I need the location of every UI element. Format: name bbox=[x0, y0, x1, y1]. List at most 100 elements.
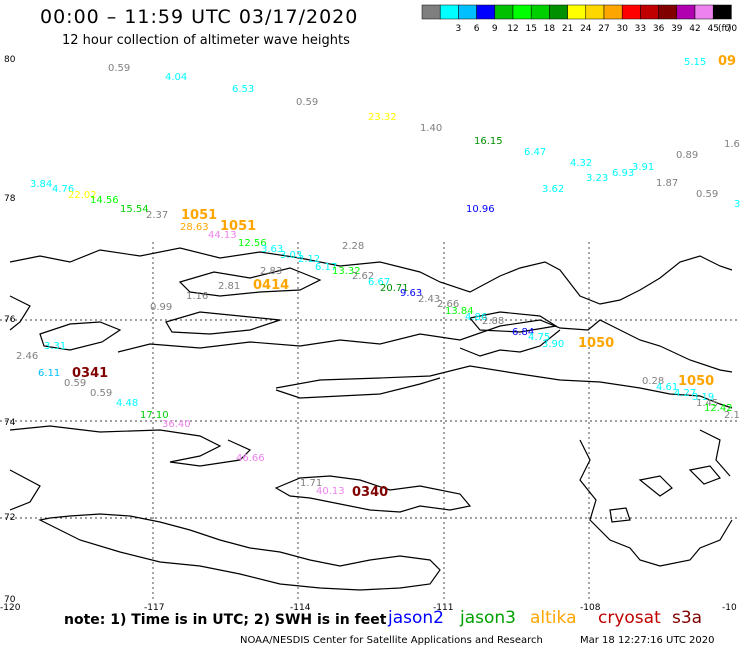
mainland-coast bbox=[9, 469, 41, 511]
legend-tick-label: 33 bbox=[635, 24, 646, 34]
wave-height-label: 12.56 bbox=[238, 238, 267, 249]
wave-height-label: 4.76 bbox=[52, 184, 74, 195]
wave-height-label: 6.84 bbox=[512, 327, 534, 338]
wave-height-label: 0340 bbox=[352, 485, 388, 500]
wave-height-label: 0.28 bbox=[642, 376, 664, 387]
legend-tick-label: 15 bbox=[525, 24, 536, 34]
legend-tick-label: 24 bbox=[580, 24, 592, 34]
wave-height-label: 0.59 bbox=[696, 189, 718, 200]
wave-height-label: 6.93 bbox=[612, 168, 634, 179]
peninsula-south bbox=[274, 475, 472, 513]
lon-label: -120 bbox=[0, 603, 21, 613]
wave-height-label: 3 bbox=[734, 199, 740, 210]
lat-label: 74 bbox=[4, 418, 16, 428]
wave-height-label: 2.37 bbox=[146, 210, 168, 221]
lon-label: -111 bbox=[433, 603, 453, 613]
wave-height-label: 3.19 bbox=[692, 392, 714, 403]
lat-label: 76 bbox=[4, 315, 16, 325]
axis-labels: 80 78 76 74 72 70-120 -117 -114 -111 -108 -10 bbox=[0, 55, 737, 613]
wave-height-label: 5.15 bbox=[684, 57, 706, 68]
inlet-central bbox=[165, 311, 281, 335]
wave-height-label: 0.59 bbox=[296, 97, 318, 108]
mainland-north bbox=[9, 425, 252, 467]
central-landmass bbox=[117, 319, 733, 373]
wave-height-label: 3.03 bbox=[280, 250, 302, 261]
color-legend: 3 6 9 12 15 18 21 24 27 30 33 36 39 42 45 70(ft) bbox=[421, 4, 738, 34]
page-title: 00:00 – 11:59 UTC 03/17/2020 bbox=[40, 6, 359, 28]
legend-tick-label: 70 bbox=[726, 24, 738, 34]
legend-tick-label: 18 bbox=[544, 24, 556, 34]
wave-height-label: 1.45 bbox=[696, 398, 718, 409]
wave-height-label: 0.99 bbox=[150, 302, 172, 313]
bay-east bbox=[459, 329, 561, 357]
wave-height-label: 12.42 bbox=[704, 403, 733, 414]
wave-height-label: 3.91 bbox=[632, 162, 654, 173]
legend-tick-label: 12 bbox=[507, 24, 518, 34]
wave-height-label: 0.59 bbox=[90, 388, 112, 399]
wave-height-label: 1051 bbox=[181, 208, 217, 223]
legend-swatch-16 bbox=[712, 4, 732, 20]
wave-height-label: 1.40 bbox=[420, 123, 442, 134]
wave-height-label: 16.15 bbox=[474, 136, 503, 147]
wave-height-label: 6.53 bbox=[232, 84, 254, 95]
wave-height-label: 4.61 bbox=[656, 382, 678, 393]
legend-tick-label: 45 bbox=[707, 24, 718, 34]
lon-label: -108 bbox=[580, 603, 601, 613]
wave-height-label: 4.04 bbox=[165, 72, 187, 83]
wave-height-label: 0.89 bbox=[676, 150, 698, 161]
wave-height-label: 13.84 bbox=[445, 306, 474, 317]
wave-height-label: 20.71 bbox=[380, 283, 409, 294]
wave-height-label: 2.88 bbox=[482, 316, 504, 327]
east-islands bbox=[609, 465, 722, 523]
legend-tick-label: 6 bbox=[474, 24, 480, 34]
wave-height-label: 10.96 bbox=[466, 204, 495, 215]
legend-tick-label: 9 bbox=[492, 24, 498, 34]
lat-label: 72 bbox=[4, 513, 15, 523]
footnote: note: 1) Time is in UTC; 2) SWH is in fe… bbox=[64, 612, 387, 628]
legend-tick-label: 42 bbox=[689, 24, 700, 34]
wave-height-observations: 5.15 09 0.59 4.04 6.53 0.59 23.32 1.40 16.15 6.47… bbox=[16, 54, 740, 500]
wave-height-label: 1.16 bbox=[186, 291, 208, 302]
wave-height-label: 1050 bbox=[578, 336, 614, 351]
wave-height-label: 2.81 bbox=[218, 281, 240, 292]
lat-label: 70 bbox=[4, 595, 16, 605]
wave-height-label: 6.67 bbox=[368, 277, 390, 288]
lower-bay bbox=[275, 377, 441, 399]
legend-tick-label: 30 bbox=[616, 24, 628, 34]
wave-height-label: 09 bbox=[718, 54, 736, 69]
wave-height-label: 2.1 bbox=[724, 410, 740, 421]
legend-tick-label: 27 bbox=[598, 24, 609, 34]
island-west bbox=[39, 321, 122, 351]
wave-height-label: 1.6 bbox=[724, 139, 740, 150]
legend-tick-label: 3 bbox=[456, 24, 462, 34]
legend-tick-label: 39 bbox=[671, 24, 683, 34]
credit-line: NOAA/NESDIS Center for Satellite Applica… bbox=[240, 635, 543, 646]
generated-timestamp: Mar 18 12:27:16 UTC 2020 bbox=[580, 635, 715, 646]
wave-height-label: 1051 bbox=[220, 219, 256, 234]
inlet-north bbox=[178, 267, 322, 297]
wave-height-label: 4.32 bbox=[570, 158, 592, 169]
wave-height-label: 1.71 bbox=[300, 478, 322, 489]
wave-height-label: 40.13 bbox=[316, 486, 345, 497]
legend-sat-s3a: s3a bbox=[672, 608, 703, 628]
wave-height-label: 2.28 bbox=[342, 241, 364, 252]
coastline bbox=[9, 247, 733, 591]
wave-height-label: 6.17 bbox=[315, 262, 337, 273]
lon-label: -114 bbox=[290, 603, 311, 613]
wave-height-label: 44.13 bbox=[208, 230, 237, 241]
wave-height-label: 1050 bbox=[678, 374, 714, 389]
east-coast-lower bbox=[579, 439, 733, 567]
legend-sat-cryosat: cryosat bbox=[598, 608, 661, 628]
lat-label: 78 bbox=[4, 194, 16, 204]
wave-height-label: 2.62 bbox=[352, 271, 374, 282]
wave-height-label: 14.56 bbox=[90, 195, 119, 206]
wave-height-label: 4.75 bbox=[528, 332, 550, 343]
island-lower bbox=[275, 365, 733, 409]
wave-height-label: 0.59 bbox=[108, 63, 130, 74]
legend-sat-altika: altika bbox=[530, 608, 577, 628]
wave-height-label: 23.32 bbox=[368, 112, 397, 123]
wave-height-label: 3.23 bbox=[586, 173, 608, 184]
wave-height-label: 6.47 bbox=[524, 147, 546, 158]
wave-height-label: 4.27 bbox=[674, 388, 696, 399]
